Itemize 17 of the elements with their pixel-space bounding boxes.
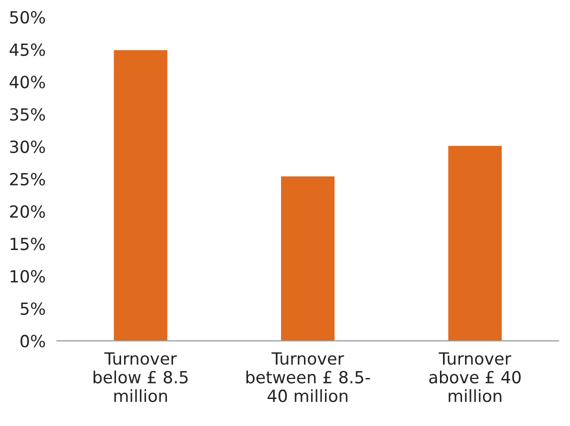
y-tick-label: 45% — [10, 43, 45, 56]
bar — [114, 50, 168, 341]
bar — [448, 146, 502, 341]
y-tick-label: 40% — [10, 76, 45, 88]
x-tick-label: Turnover below £ 8.5 million — [94, 352, 188, 402]
y-tick-label: 50% — [10, 11, 45, 24]
y-tick-label: 5% — [20, 302, 45, 315]
y-tick-label: 10% — [10, 270, 45, 283]
y-tick-label: 35% — [10, 108, 45, 121]
y-tick-label: 25% — [10, 172, 45, 186]
bar — [281, 176, 335, 341]
y-tick-label: 20% — [10, 205, 45, 218]
y-tick-label: 15% — [10, 238, 45, 250]
x-tick-label: Turnover between £ 8.5- 40 million — [246, 352, 370, 402]
x-tick-label: Turnover above £ 40 million — [429, 352, 521, 402]
y-tick-label: 30% — [10, 140, 45, 154]
y-tick-label: 0% — [20, 334, 45, 348]
